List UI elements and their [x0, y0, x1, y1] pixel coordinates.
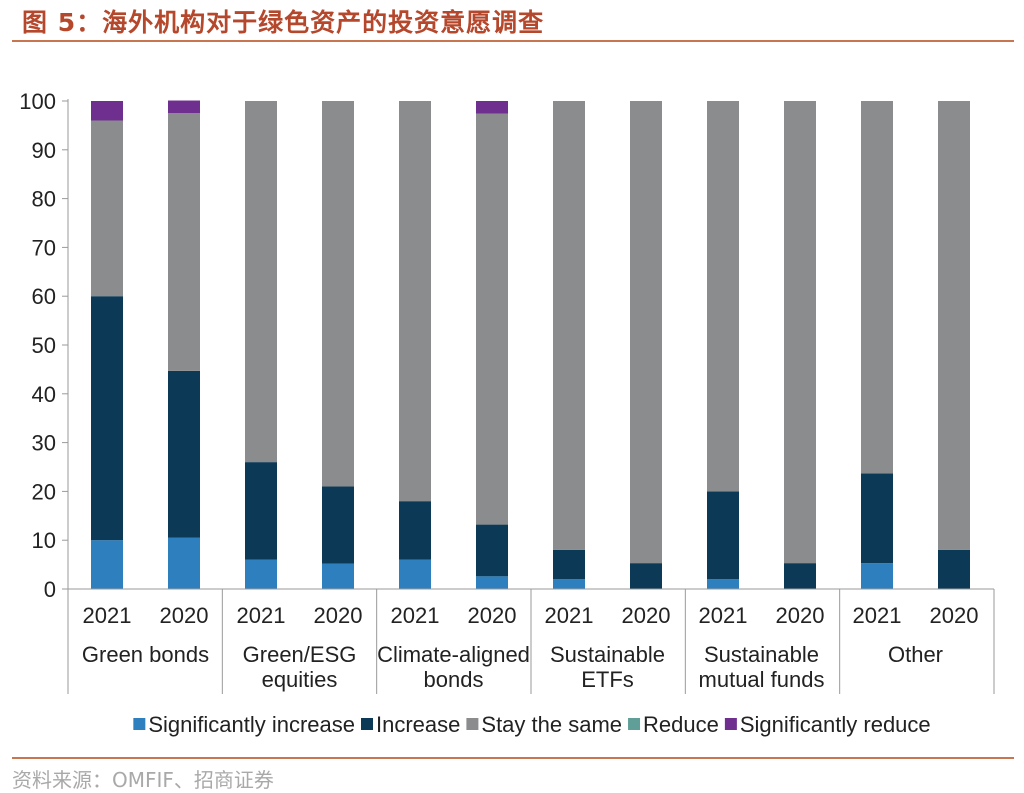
source-divider — [12, 757, 1014, 759]
bar-segment-significantly-increase-2 — [245, 559, 277, 589]
bar-segment-significantly-increase-8 — [707, 579, 739, 589]
figure-title: 图 5：海外机构对于绿色资产的投资意愿调查 — [22, 8, 545, 37]
group-label-3-line-1: ETFs — [581, 667, 634, 692]
bar-segment-increase-1 — [168, 370, 200, 538]
bar-segment-stay-the-same-8 — [707, 101, 739, 492]
bar-segment-significantly-increase-0 — [91, 540, 123, 589]
bar-segment-significantly-increase-6 — [553, 579, 585, 589]
y-tick-label-30: 30 — [32, 431, 56, 456]
axes-layer: 0 10 20 30 40 50 60 70 80 90 100 2021 2020 Green bond… — [19, 89, 995, 694]
bar-segment-stay-the-same-7 — [630, 101, 662, 564]
legend-swatch-significantly-reduce — [724, 718, 737, 730]
legend-label-reduce: Reduce — [643, 712, 719, 737]
year-label-3: 2020 — [314, 603, 363, 628]
year-label-4: 2021 — [391, 603, 440, 628]
y-tick-label-50: 50 — [32, 333, 56, 358]
bar-segment-stay-the-same-3 — [322, 101, 354, 487]
y-tick-label-70: 70 — [32, 235, 56, 260]
bar-segment-increase-9 — [784, 563, 816, 589]
bar-segment-significantly-increase-5 — [476, 576, 508, 589]
bar-segment-significantly-increase-4 — [399, 559, 431, 589]
bar-segment-stay-the-same-2 — [245, 101, 277, 463]
group-label-1-line-1: equities — [262, 667, 338, 692]
legend-label-significantly-increase: Significantly increase — [148, 712, 355, 737]
bar-segment-significantly-increase-1 — [168, 537, 200, 589]
legend-swatch-stay-the-same — [466, 718, 479, 730]
year-label-1: 2020 — [160, 603, 209, 628]
bar-segment-increase-0 — [91, 296, 123, 541]
year-label-8: 2021 — [699, 603, 748, 628]
y-tick-label-40: 40 — [32, 382, 56, 407]
bar-segment-stay-the-same-5 — [476, 113, 508, 525]
bar-segment-significantly-increase-10 — [861, 563, 893, 589]
y-tick-label-10: 10 — [32, 528, 56, 553]
year-label-9: 2020 — [776, 603, 825, 628]
bar-segment-stay-the-same-9 — [784, 101, 816, 564]
bar-segment-significantly-reduce-1 — [168, 100, 200, 114]
bar-segment-stay-the-same-6 — [553, 101, 585, 550]
bar-segment-increase-6 — [553, 549, 585, 580]
legend-swatch-reduce — [628, 718, 641, 730]
legend-label-increase: Increase — [376, 712, 460, 737]
bar-segment-significantly-reduce-5 — [476, 101, 508, 114]
bars-layer — [91, 100, 970, 589]
group-label-5-line-0: Other — [888, 642, 943, 667]
bar-segment-stay-the-same-11 — [938, 101, 970, 550]
title-divider — [12, 40, 1014, 42]
bar-segment-increase-8 — [707, 491, 739, 580]
group-label-3-line-0: Sustainable — [550, 642, 665, 667]
source-note: 资料来源：OMFIF、招商证券 — [12, 768, 274, 792]
y-tick-label-90: 90 — [32, 138, 56, 163]
legend-label-significantly-reduce: Significantly reduce — [740, 712, 931, 737]
group-label-1-line-0: Green/ESG — [243, 642, 357, 667]
bar-segment-significantly-reduce-0 — [91, 101, 123, 121]
year-label-7: 2020 — [622, 603, 671, 628]
y-tick-label-20: 20 — [32, 479, 56, 504]
year-label-2: 2021 — [237, 603, 286, 628]
year-label-6: 2021 — [545, 603, 594, 628]
year-label-10: 2021 — [853, 603, 902, 628]
bar-segment-stay-the-same-4 — [399, 101, 431, 502]
year-label-0: 2021 — [83, 603, 132, 628]
year-label-11: 2020 — [930, 603, 979, 628]
legend-label-stay-the-same: Stay the same — [481, 712, 622, 737]
bar-segment-increase-2 — [245, 462, 277, 560]
legend-swatch-significantly-increase — [133, 718, 146, 730]
y-tick-label-0: 0 — [44, 577, 56, 602]
bar-segment-increase-5 — [476, 524, 508, 577]
y-tick-label-80: 80 — [32, 187, 56, 212]
group-label-0-line-0: Green bonds — [82, 642, 209, 667]
bar-segment-increase-3 — [322, 486, 354, 564]
y-tick-label-100: 100 — [19, 89, 56, 114]
bar-segment-significantly-increase-3 — [322, 563, 354, 589]
group-label-4-line-0: Sustainable — [704, 642, 819, 667]
group-label-4-line-1: mutual funds — [699, 667, 825, 692]
bar-segment-increase-4 — [399, 501, 431, 560]
bar-segment-stay-the-same-10 — [861, 101, 893, 474]
group-label-2-line-1: bonds — [424, 667, 484, 692]
y-tick-label-60: 60 — [32, 284, 56, 309]
bar-segment-increase-11 — [938, 549, 970, 589]
bar-segment-increase-7 — [630, 563, 662, 589]
bar-segment-stay-the-same-0 — [91, 120, 123, 297]
stacked-bar-chart: 0 10 20 30 40 50 60 70 80 90 100 2021 2020 Green bond… — [19, 89, 995, 737]
year-label-5: 2020 — [468, 603, 517, 628]
legend: Significantly increase Increase Stay the s… — [133, 712, 931, 737]
bar-segment-stay-the-same-1 — [168, 113, 200, 371]
legend-swatch-increase — [361, 718, 374, 730]
bar-segment-increase-10 — [861, 473, 893, 564]
group-label-2-line-0: Climate-aligned — [377, 642, 530, 667]
